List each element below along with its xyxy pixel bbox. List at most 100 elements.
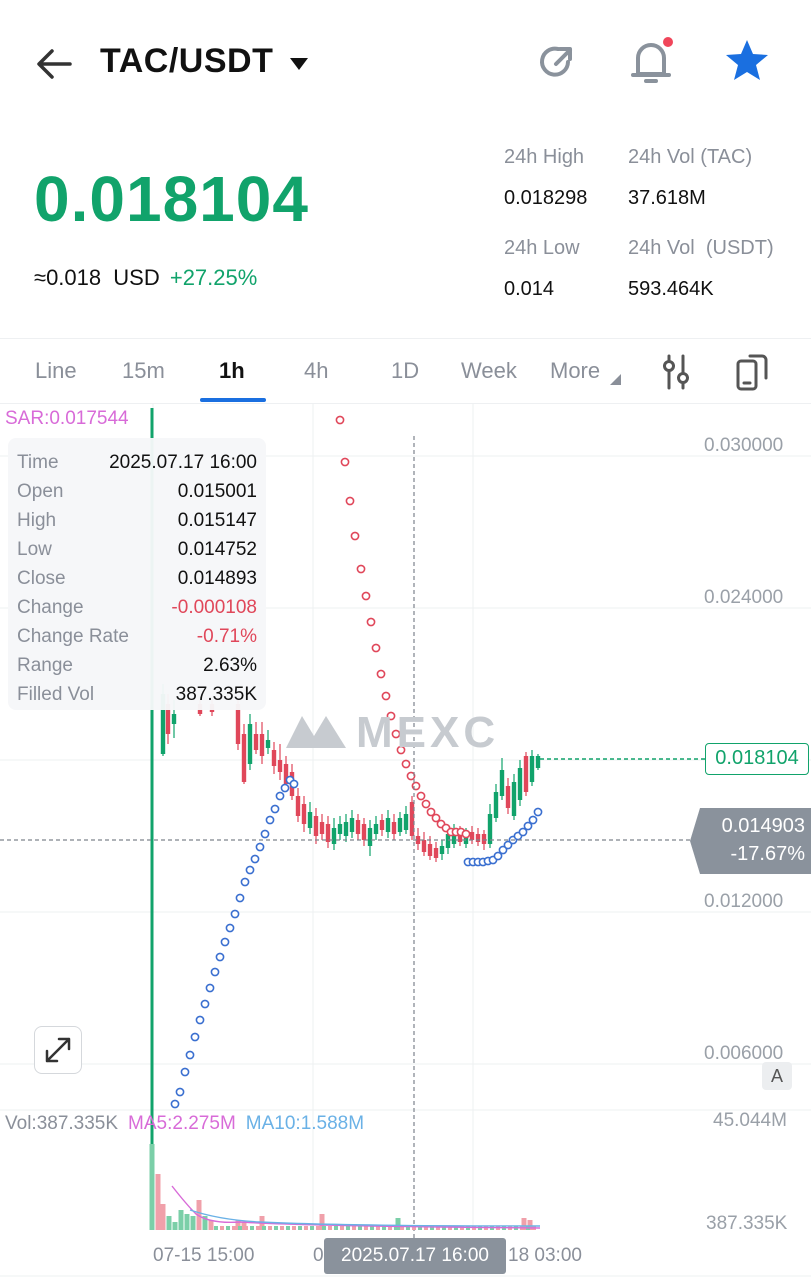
volume-bar [319, 1214, 325, 1230]
tab-more-label: More [550, 358, 601, 383]
mexc-logo-icon [286, 716, 346, 748]
candle-body [385, 818, 391, 832]
sar-dot-down [391, 729, 401, 739]
last-price-tag: 0.018104 [705, 743, 809, 775]
tooltip-row: Time 2025.07.17 16:00 [17, 448, 257, 477]
volume-bar [196, 1200, 202, 1230]
volume-bar [226, 1226, 230, 1230]
price-tick: 0.024000 [704, 587, 784, 608]
volume-bar [292, 1226, 296, 1230]
sar-dot-up [170, 1099, 180, 1109]
candle-body [319, 822, 325, 834]
active-tab-indicator [200, 398, 266, 402]
volume-bar [268, 1226, 272, 1230]
crosshair-price-tag: 0.014903 -17.67% [690, 808, 811, 874]
sar-dot-up [225, 923, 235, 933]
share-icon[interactable] [534, 40, 578, 84]
volume-bar [334, 1226, 338, 1230]
candle-body [391, 822, 397, 834]
sar-dot-up [503, 840, 513, 850]
price-tick: 0.006000 [704, 1043, 784, 1064]
sar-dot-down [381, 691, 391, 701]
tab-line[interactable]: Line [35, 358, 77, 383]
tooltip-value: 2.63% [203, 654, 257, 676]
volume-bar [388, 1226, 392, 1230]
tab-4h[interactable]: 4h [304, 358, 329, 383]
change-percent: +27.25% [169, 265, 258, 290]
back-arrow-icon[interactable] [30, 40, 78, 88]
volume-bar [166, 1216, 172, 1230]
sar-dot-up [265, 815, 275, 825]
candle-body [171, 714, 177, 724]
candle-body [277, 760, 283, 772]
sar-dot-down [386, 711, 396, 721]
sar-dot-up [210, 967, 220, 977]
sar-dot-down [396, 745, 406, 755]
fullscreen-button[interactable] [34, 1026, 82, 1074]
volume-bar [286, 1226, 290, 1230]
volume-bar [328, 1226, 332, 1230]
sar-dot-up [498, 845, 508, 855]
candle-body [283, 764, 289, 784]
volume-bar [310, 1226, 314, 1230]
tooltip-value: 387.335K [175, 683, 257, 705]
volume-bar [250, 1226, 254, 1230]
time-tick: 07-15 15:00 [153, 1245, 255, 1266]
volume-bar [364, 1226, 368, 1230]
candlestick-chart[interactable] [0, 404, 811, 1280]
high-value: 0.018298 [504, 187, 588, 209]
tooltip-row: Range 2.63% [17, 651, 257, 680]
volume-bar [340, 1226, 344, 1230]
chart-canvas[interactable] [0, 404, 811, 1280]
star-icon[interactable] [722, 36, 772, 86]
candle-body [301, 804, 307, 824]
candle-body [499, 770, 505, 796]
ma10-value: MA10:1.588M [245, 1113, 365, 1134]
candle-body [349, 818, 355, 832]
candle-body [247, 724, 253, 764]
auto-scale-button[interactable]: A [762, 1062, 792, 1090]
ma5-line [171, 1185, 541, 1229]
sar-dot-down [340, 457, 350, 467]
volume-bar [352, 1226, 356, 1230]
pair-title[interactable]: TAC/USDT [100, 42, 274, 80]
candle-body [403, 814, 409, 830]
tab-more[interactable]: More [550, 358, 600, 384]
candle-body [373, 824, 379, 834]
tooltip-row: Change Rate -0.71% [17, 622, 257, 651]
last-price: 0.018104 [34, 163, 309, 235]
tab-15m[interactable]: 15m [122, 358, 165, 383]
usd-equivalent: ≈0.018 USD +27.25% [34, 265, 257, 291]
volume-bar [395, 1218, 401, 1230]
candle-body [241, 734, 247, 782]
tab-week[interactable]: Week [461, 358, 517, 383]
volume-bar [346, 1226, 350, 1230]
tab-1d[interactable]: 1D [391, 358, 420, 383]
candle-body [427, 844, 433, 856]
volume-bar [235, 1220, 241, 1230]
volume-bar [316, 1226, 320, 1230]
rotate-screen-icon[interactable] [734, 352, 770, 392]
sar-dot-down [356, 564, 366, 574]
sar-indicator-label: SAR:0.017544 [5, 408, 129, 429]
candle-body [325, 824, 331, 842]
tooltip-row: Filled Vol 387.335K [17, 680, 257, 709]
indicator-settings-icon[interactable] [658, 352, 694, 392]
sar-dot-up [533, 807, 543, 817]
candle-tooltip: Time 2025.07.17 16:00 Open 0.015001 High 0.… [8, 438, 266, 710]
sar-dot-down [426, 807, 436, 817]
volume-bar [280, 1226, 284, 1230]
usd-unit: USD [113, 265, 160, 290]
sar-dot-up [270, 804, 280, 814]
candle-body [451, 830, 457, 844]
sar-dot-up [245, 865, 255, 875]
tooltip-value: 0.014893 [177, 567, 257, 589]
price-tick: 0.012000 [704, 891, 784, 912]
tooltip-row: High 0.015147 [17, 506, 257, 535]
bell-icon[interactable] [628, 36, 674, 86]
tab-1h[interactable]: 1h [219, 358, 245, 383]
volume-bar [424, 1226, 428, 1230]
sar-dot-up [523, 821, 533, 831]
volume-bar [448, 1226, 452, 1230]
dropdown-caret-icon[interactable] [288, 55, 310, 73]
